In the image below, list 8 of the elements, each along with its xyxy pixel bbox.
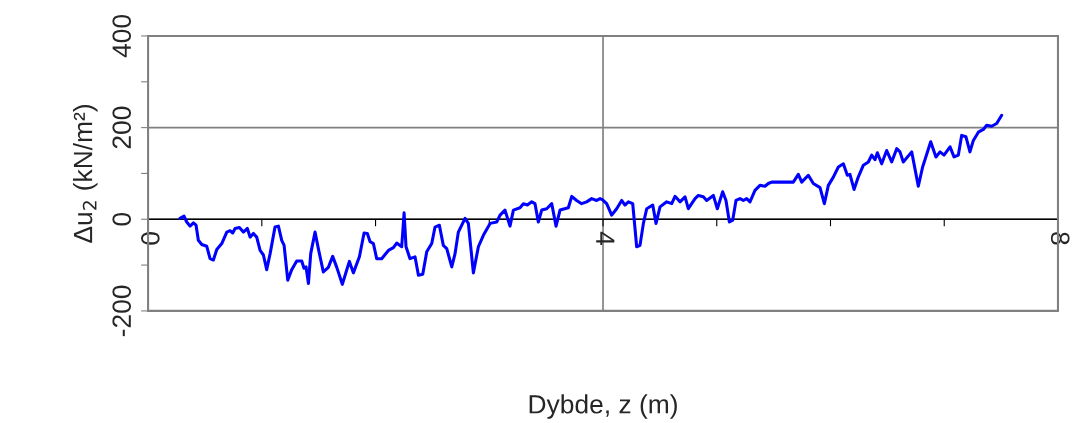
y-axis-title: Δu$_{2}$ (kN/m²) (72, 104, 98, 243)
x-tick-label: 4 (596, 231, 615, 245)
y-tick-label: -200 (112, 285, 132, 337)
x-axis-title: Dybde, z (m) (529, 394, 677, 419)
y-tick-label: 0 (112, 212, 132, 226)
y-tick-label: 200 (112, 106, 132, 149)
y-tick-label: 400 (112, 14, 132, 58)
line-series (178, 113, 1004, 286)
